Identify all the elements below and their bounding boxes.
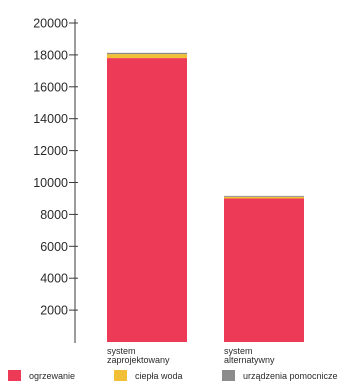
bar-1-series-2 xyxy=(107,54,187,59)
bars xyxy=(107,52,304,343)
legend-label-urzadzenia-pomocnicze: urządzenia pomocnicze xyxy=(243,370,338,381)
y-tick-label-18000: 18000 xyxy=(33,48,68,62)
legend-item-ciepla-woda: ciepła woda xyxy=(114,370,183,381)
legend: ogrzewanie ciepła woda urządzenia pomocn… xyxy=(0,370,353,388)
x-tick-label-2-line-2: alternatywny xyxy=(224,355,275,365)
legend-item-urzadzenia-pomocnicze: urządzenia pomocnicze xyxy=(222,370,338,381)
bar-2-series-2 xyxy=(224,196,304,199)
bar-1-series-1 xyxy=(107,58,187,343)
legend-swatch-ciepla-woda xyxy=(114,370,127,381)
legend-label-ogrzewanie: ogrzewanie xyxy=(29,370,76,381)
legend-item-ogrzewanie: ogrzewanie xyxy=(8,370,75,381)
legend-swatch-urzadzenia-pomocnicze xyxy=(222,370,235,381)
y-tick-label-4000: 4000 xyxy=(40,272,68,286)
bar-2-series-3 xyxy=(224,195,304,197)
y-tick-label-16000: 16000 xyxy=(33,80,68,94)
y-tick-label-10000: 10000 xyxy=(33,176,68,190)
legend-swatch-ogrzewanie xyxy=(8,370,21,381)
y-tick-label-6000: 6000 xyxy=(40,240,68,254)
y-tick-label-8000: 8000 xyxy=(40,208,68,222)
bar-chart: 2000 4000 6000 8000 10000 12000 14000 16000 1800… xyxy=(33,17,304,365)
x-tick-label-1: system zaprojektowany xyxy=(107,346,170,365)
bar-2-series-1 xyxy=(224,198,304,342)
y-tick-label-20000: 20000 xyxy=(33,17,68,31)
x-tick-label-1-line-1: system xyxy=(107,346,136,356)
y-tick-label-2000: 2000 xyxy=(40,304,68,318)
x-tick-label-1-line-2: zaprojektowany xyxy=(107,355,170,365)
legend-label-ciepla-woda: ciepła woda xyxy=(135,370,183,381)
y-tick-label-12000: 12000 xyxy=(33,144,68,158)
y-axis: 2000 4000 6000 8000 10000 12000 14000 16000 1800… xyxy=(33,17,78,343)
x-tick-label-2: system alternatywny xyxy=(224,346,275,365)
bar-1-series-3 xyxy=(107,52,187,55)
x-tick-label-2-line-1: system xyxy=(224,346,253,356)
y-tick-label-14000: 14000 xyxy=(33,112,68,126)
